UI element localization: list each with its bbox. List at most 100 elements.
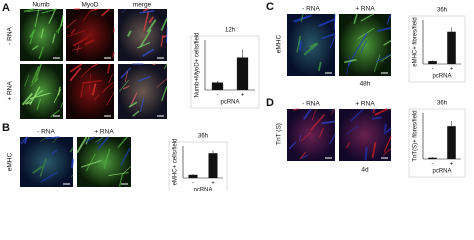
cell-signal xyxy=(360,13,374,22)
cell-signal xyxy=(303,108,312,120)
cell-signal xyxy=(89,73,91,90)
cell-signal xyxy=(120,67,132,79)
cell-signal xyxy=(72,36,89,47)
cell-signal xyxy=(373,54,381,72)
micrographs xyxy=(20,8,392,187)
cell-signal xyxy=(39,158,47,177)
chart-frame xyxy=(408,15,466,83)
micrograph xyxy=(20,137,73,187)
cell-signal xyxy=(97,136,109,151)
cell-signal xyxy=(296,41,300,53)
y-axis-label: eMHC+ cells/field xyxy=(173,139,179,186)
bar xyxy=(428,157,437,159)
cell-signal xyxy=(50,149,58,155)
stain-label: eMHC xyxy=(276,34,283,53)
cell-signal xyxy=(346,55,351,75)
cell-signal xyxy=(383,127,392,135)
x-tick-label: - xyxy=(192,181,194,187)
cell-signal xyxy=(374,108,388,116)
cell-signal xyxy=(139,29,152,48)
x-tick-label: + xyxy=(450,162,454,168)
x-tick-label: - xyxy=(217,93,219,99)
cell-signal xyxy=(128,101,138,108)
micrograph xyxy=(339,14,391,76)
y-axis-label: TnT(S)+ fibres/field xyxy=(413,110,419,161)
chart-title: 12h xyxy=(225,28,235,34)
cell-signal xyxy=(103,148,111,169)
figure: A Numb MyoD merge - RNA + RNA B eMHC - R… xyxy=(2,1,466,191)
cell-signal xyxy=(29,29,36,38)
cell-signal xyxy=(303,42,319,56)
cell-signal xyxy=(382,148,392,156)
chart-title: 36h xyxy=(437,101,447,107)
column-label: - RNA xyxy=(302,101,320,108)
cell-signal xyxy=(70,28,76,35)
cell-signal xyxy=(71,47,83,51)
bar xyxy=(428,61,437,64)
cell-signal xyxy=(321,33,336,40)
cell-signal xyxy=(80,66,92,78)
cell-signal xyxy=(357,27,375,40)
x-tick-label: + xyxy=(450,67,454,73)
cell-signal xyxy=(163,63,168,70)
panel-label: C xyxy=(266,1,274,13)
cell-signal xyxy=(347,50,358,67)
cell-signal xyxy=(31,45,39,51)
cell-signal xyxy=(34,63,42,82)
cell-signal xyxy=(110,84,115,89)
bar xyxy=(447,31,456,64)
cell-signal xyxy=(160,17,168,31)
bar xyxy=(208,153,218,178)
cell-signal xyxy=(299,40,302,51)
cell-signal xyxy=(41,8,57,14)
cell-signal xyxy=(345,142,351,149)
cell-signal xyxy=(142,8,149,12)
cell-signal xyxy=(137,75,151,82)
cell-signal xyxy=(106,91,115,106)
cell-signal xyxy=(108,172,129,177)
x-tick-label: + xyxy=(211,181,215,187)
cell-signal xyxy=(20,136,29,145)
chart-frame xyxy=(168,141,228,191)
cell-signal xyxy=(106,63,111,74)
micrograph xyxy=(287,109,335,161)
cell-signal xyxy=(32,165,44,174)
cell-signal xyxy=(66,19,77,28)
cell-signal xyxy=(299,151,307,160)
cell-signal xyxy=(300,13,304,22)
cell-signal xyxy=(53,88,62,104)
x-axis-label: pcRNA xyxy=(432,169,451,175)
cell-signal xyxy=(364,146,368,161)
cell-signal xyxy=(69,147,74,153)
cell-signal xyxy=(117,136,128,148)
cell-signal xyxy=(132,110,140,117)
cell-signal xyxy=(156,78,168,88)
cell-signal xyxy=(82,79,102,84)
cell-signal xyxy=(50,109,60,118)
cell-signal xyxy=(371,141,377,159)
column-label: + RNA xyxy=(355,6,375,13)
cell-signal xyxy=(36,98,42,110)
cell-signal xyxy=(309,114,326,131)
cell-signal xyxy=(380,54,392,62)
cell-signal xyxy=(143,10,150,32)
cell-signal xyxy=(330,108,336,116)
cell-signal xyxy=(372,108,376,114)
cell-signal xyxy=(139,10,155,14)
cell-signal xyxy=(328,134,336,145)
cell-signal xyxy=(321,120,336,125)
column-label: - RNA xyxy=(37,129,55,136)
cell-signal xyxy=(108,73,113,84)
x-tick-label: + xyxy=(241,93,245,99)
time-label: 4d xyxy=(361,167,369,174)
cell-signal xyxy=(60,102,64,109)
cell-signal xyxy=(101,8,111,17)
cell-signal xyxy=(40,28,44,39)
cell-signal xyxy=(119,79,130,92)
cell-signal xyxy=(371,116,382,120)
chart-title: 36h xyxy=(437,8,447,14)
panel-label: A xyxy=(2,2,10,14)
micrograph xyxy=(339,109,391,161)
cell-signal xyxy=(85,153,96,171)
cell-signal xyxy=(294,16,311,23)
